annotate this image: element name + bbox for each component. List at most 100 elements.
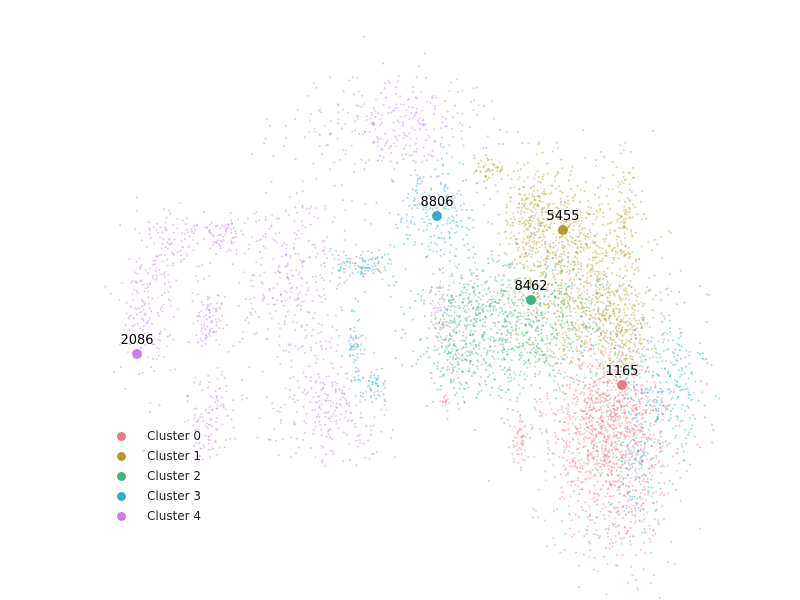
data-point <box>611 444 614 446</box>
data-point <box>568 330 571 333</box>
data-point <box>485 293 488 296</box>
data-point <box>610 290 613 293</box>
data-point <box>594 291 597 294</box>
data-point <box>591 497 594 500</box>
data-point <box>476 182 479 185</box>
data-point <box>610 445 613 448</box>
data-point <box>598 295 601 298</box>
data-point <box>491 257 494 260</box>
data-point <box>466 350 469 353</box>
data-point <box>420 355 422 358</box>
data-point <box>469 332 472 335</box>
data-point <box>676 380 679 383</box>
data-point <box>621 394 624 397</box>
data-point <box>630 228 633 231</box>
data-point <box>468 301 471 303</box>
data-point <box>643 531 646 534</box>
data-point <box>490 168 493 171</box>
data-point <box>434 316 437 319</box>
data-point <box>516 316 519 319</box>
data-point <box>598 365 601 367</box>
data-point <box>630 292 633 295</box>
data-point <box>596 324 598 327</box>
data-point <box>585 325 588 328</box>
data-point <box>540 339 542 342</box>
data-point <box>580 362 583 365</box>
data-point <box>613 347 616 349</box>
data-point <box>599 283 602 286</box>
data-point <box>444 241 447 244</box>
data-point <box>576 296 579 299</box>
data-point <box>544 263 547 266</box>
data-point <box>533 355 536 358</box>
data-point <box>562 350 565 353</box>
data-point <box>583 349 586 352</box>
data-point <box>515 242 518 245</box>
data-point <box>565 221 568 223</box>
data-point <box>605 304 608 307</box>
data-point <box>654 533 657 536</box>
data-point <box>666 404 669 407</box>
data-point <box>552 327 555 330</box>
data-point <box>544 243 547 246</box>
data-point <box>593 234 596 237</box>
data-point <box>511 221 514 224</box>
data-point <box>640 429 642 432</box>
data-point <box>500 333 503 336</box>
data-point <box>606 458 609 461</box>
data-point <box>618 425 621 428</box>
data-point <box>575 328 578 331</box>
data-point <box>494 278 497 281</box>
data-point <box>482 303 485 306</box>
data-point <box>512 371 515 374</box>
data-point <box>592 438 595 441</box>
data-point <box>478 347 481 350</box>
data-point <box>606 282 609 285</box>
data-point <box>489 345 492 348</box>
data-point <box>634 513 637 516</box>
data-point <box>552 241 555 244</box>
data-point <box>634 414 637 417</box>
data-point <box>535 352 538 355</box>
data-point <box>578 235 580 238</box>
data-point <box>631 498 634 501</box>
data-point <box>579 443 582 446</box>
data-point <box>443 397 446 400</box>
data-point <box>522 186 525 189</box>
data-point <box>486 300 489 303</box>
data-point <box>626 376 628 379</box>
data-point <box>437 322 440 324</box>
data-point <box>566 444 569 447</box>
data-point <box>621 352 624 355</box>
data-point <box>524 197 527 200</box>
data-point <box>560 405 563 408</box>
data-point <box>604 307 607 310</box>
data-point <box>559 190 562 193</box>
data-point <box>603 458 606 461</box>
data-point <box>546 229 548 232</box>
data-point <box>342 108 345 111</box>
data-point <box>676 303 678 306</box>
data-point <box>601 424 603 427</box>
data-point <box>439 370 442 373</box>
data-point <box>561 309 564 312</box>
data-point <box>539 302 542 305</box>
data-point <box>630 367 633 370</box>
data-point <box>624 495 627 498</box>
data-point <box>607 245 610 248</box>
data-point <box>451 198 454 201</box>
data-point <box>456 314 459 317</box>
data-point <box>627 485 630 488</box>
data-point <box>367 250 369 253</box>
data-point <box>519 287 522 290</box>
data-point <box>578 337 581 340</box>
data-point <box>611 545 614 548</box>
data-point <box>632 504 635 507</box>
data-point <box>582 306 585 309</box>
data-point <box>697 399 700 402</box>
data-point <box>667 492 670 495</box>
data-point <box>563 293 566 296</box>
data-point <box>564 202 567 204</box>
data-point <box>455 332 458 334</box>
data-point <box>609 379 612 382</box>
